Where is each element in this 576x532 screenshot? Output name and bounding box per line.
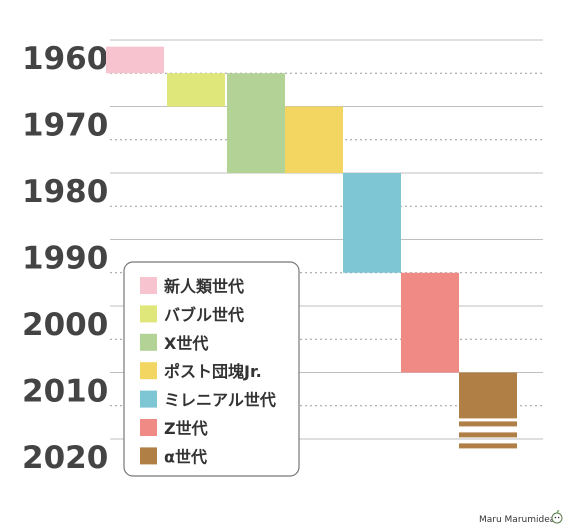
year-tick-label: 1980 (22, 174, 108, 210)
bar-alpha (459, 372, 517, 419)
year-tick-label: 2000 (22, 307, 108, 343)
legend-label: ポスト団塊Jr. (164, 362, 262, 381)
bar-alpha-stripe (459, 421, 517, 427)
year-axis: 1960 1970 1980 1990 2000 2010 2020 (22, 41, 108, 476)
legend-swatch (140, 362, 157, 380)
legend-swatch (140, 305, 157, 323)
generation-bars (106, 46, 517, 449)
legend-swatch (140, 333, 157, 351)
bar (285, 106, 343, 173)
credit-logo (551, 509, 563, 524)
legend-label: 新人類世代 (164, 277, 244, 296)
legend-label: α世代 (164, 447, 207, 466)
year-tick-label: 1990 (22, 241, 108, 277)
year-tick-label: 1970 (22, 108, 108, 144)
bar (343, 173, 401, 273)
credit: Maru Marumidea (479, 509, 563, 525)
legend-label: ミレニアル世代 (164, 391, 276, 410)
year-tick-label: 1960 (22, 41, 108, 77)
bar (227, 73, 285, 173)
bar (401, 272, 459, 373)
legend-label: バブル世代 (164, 305, 244, 324)
legend-label: X世代 (164, 334, 208, 353)
legend-swatch (140, 277, 157, 294)
bar (106, 46, 164, 74)
legend-swatch (140, 390, 157, 408)
year-tick-label: 2010 (22, 374, 108, 410)
bar-alpha-stripe (459, 432, 517, 438)
legend-label: Z世代 (164, 419, 208, 438)
year-tick-label: 2020 (22, 440, 108, 476)
legend-swatch (140, 419, 157, 436)
credit-text: Maru Marumidea (479, 515, 555, 525)
bar (167, 73, 225, 107)
legend-box (123, 261, 300, 477)
bar-alpha-stripe (459, 443, 517, 449)
legend-swatch (140, 447, 157, 465)
